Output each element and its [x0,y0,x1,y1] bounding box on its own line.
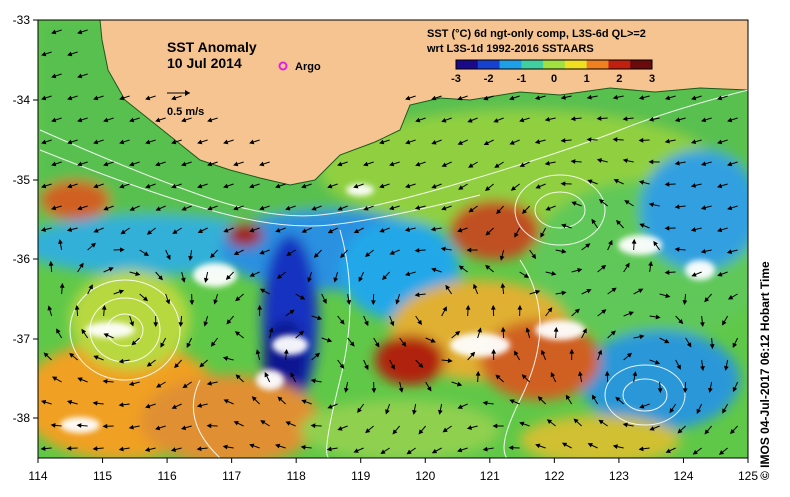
colorbar-tick-label: 2 [616,73,622,85]
y-tick-label: -37 [13,332,31,346]
colorbar-tick-label: 0 [551,73,557,85]
x-tick-label: 116 [158,469,177,483]
colorbar-tick-label: -2 [484,73,494,85]
x-tick-label: 123 [609,469,629,483]
product-line2: wrt L3S-1d 1992-2016 SSTAARS [426,43,594,55]
colorbar-swatch [565,60,587,69]
y-tick-label: -38 [13,411,31,425]
x-tick-label: 122 [544,469,564,483]
credit-text: © IMOS 04-Jul-2017 06:12 Hobart Time [758,261,772,480]
product-line1: SST (°C) 6d ngt-only comp, L3S-6d QL>=2 [427,28,646,40]
colorbar-swatch [456,60,478,69]
colorbar-swatch [500,60,522,69]
x-tick-label: 119 [351,469,370,483]
colorbar-tick-label: -3 [451,73,461,85]
colorbar-swatch [543,60,565,69]
sst-field [20,20,770,465]
y-tick-label: -33 [13,13,31,27]
colorbar-tick-label: -1 [516,73,526,85]
x-tick-label: 115 [93,469,112,483]
x-tick-label: 121 [480,469,500,483]
colorbar-swatch [630,60,652,69]
argo-label: Argo [295,61,321,73]
x-tick-label: 117 [222,469,241,483]
y-tick-label: -35 [13,173,31,187]
y-tick-label: -34 [13,93,31,107]
colorbar-swatch [521,60,543,69]
colorbar-swatch [478,60,500,69]
colorbar-swatch [587,60,609,69]
y-tick-label: -36 [13,252,31,266]
x-axis: 114 115 116 117 118 119 120 121 122 123 124 125 [28,458,758,483]
scale-label: 0.5 m/s [167,106,204,118]
map-title: SST Anomaly [167,39,257,55]
colorbar-swatch [608,60,630,69]
x-tick-label: 124 [673,469,693,483]
x-tick-label: 118 [287,469,306,483]
colorbar-tick-label: 1 [584,73,590,85]
y-axis: -33 -34 -35 -36 -37 -38 [13,13,38,425]
map-date: 10 Jul 2014 [167,55,242,71]
x-tick-label: 125 [738,469,758,483]
x-tick-label: 114 [28,469,47,483]
colorbar-tick-label: 3 [649,73,655,85]
x-tick-label: 120 [415,469,435,483]
